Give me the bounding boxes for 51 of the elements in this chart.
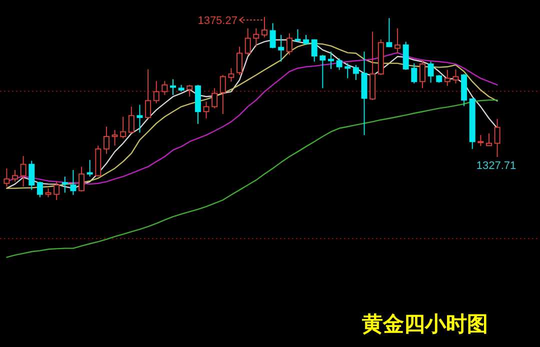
candlestick — [478, 134, 484, 147]
candlestick — [286, 32, 292, 56]
candlestick — [78, 166, 85, 192]
candlestick — [444, 69, 450, 86]
candlestick — [253, 28, 260, 48]
candlestick — [270, 22, 276, 49]
candlestick — [153, 80, 160, 104]
candlestick — [103, 126, 110, 154]
candlestick — [212, 88, 218, 109]
candlestick — [128, 106, 134, 134]
candlestick — [278, 34, 284, 62]
candlestick — [4, 168, 10, 188]
candlestick — [320, 54, 326, 89]
candlestick — [261, 16, 268, 38]
candlestick — [70, 169, 76, 196]
candlestick — [220, 74, 226, 114]
annotation: 1327.71 — [476, 160, 516, 172]
candlestick — [303, 34, 310, 46]
candlestick — [244, 28, 251, 56]
candlestick — [386, 18, 392, 48]
candlestick — [428, 61, 434, 84]
candlestick — [411, 62, 418, 84]
annotation: 1375.27 — [198, 15, 238, 27]
candlestick — [494, 118, 500, 158]
candlestick — [86, 159, 93, 178]
candlestick — [228, 68, 234, 82]
candlestick — [145, 68, 152, 119]
candlestick — [186, 84, 193, 98]
candlestick — [311, 38, 318, 62]
candlestick — [402, 41, 409, 70]
candlestick — [452, 68, 459, 84]
candlestick — [170, 78, 176, 96]
candlestick — [12, 169, 18, 182]
candlestick — [203, 101, 210, 119]
candlestick — [20, 156, 26, 188]
candlestick — [236, 46, 243, 76]
candlestick — [54, 181, 60, 200]
candlestick — [419, 60, 426, 89]
candlestick — [162, 80, 168, 96]
candlestick — [112, 129, 118, 146]
candlestick — [62, 176, 68, 194]
candlestick — [336, 58, 342, 70]
candlestick — [136, 104, 143, 134]
candlestick — [352, 64, 359, 80]
candlestick — [486, 132, 492, 147]
candlestick — [28, 160, 35, 190]
candlestick — [36, 181, 43, 198]
candlestick — [120, 116, 126, 139]
candlestick — [394, 28, 401, 54]
candlestick — [294, 28, 301, 42]
text: 黄金四小时图 — [361, 312, 488, 336]
